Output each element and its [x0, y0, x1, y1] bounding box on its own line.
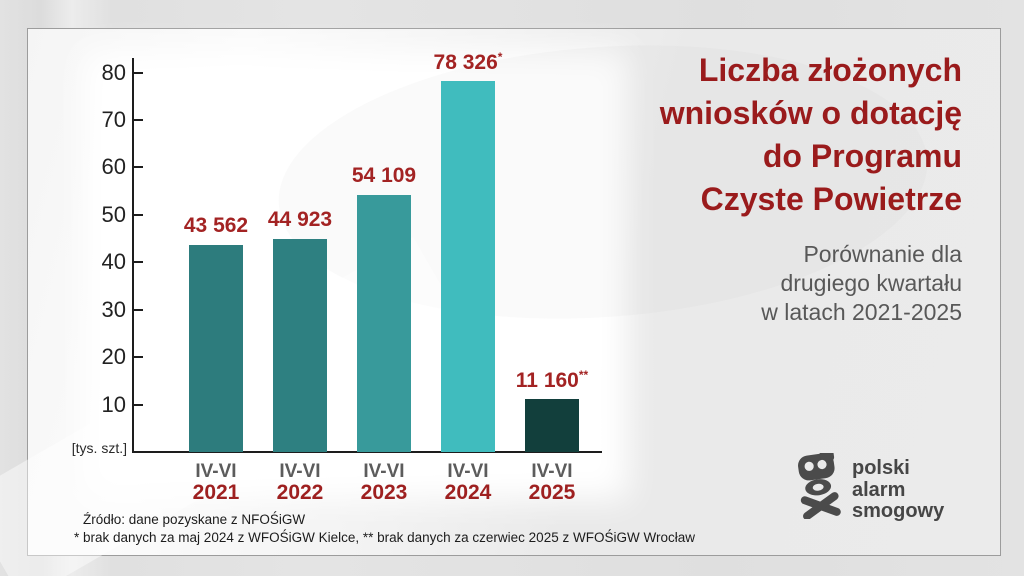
- y-tick-mark: [134, 356, 143, 359]
- x-tick-year: 2025: [528, 481, 576, 504]
- x-tick-year: 2024: [444, 481, 492, 504]
- source-line: Źródło: dane pozyskane z NFOŚiGW: [83, 512, 306, 527]
- y-tick-mark: [134, 71, 143, 74]
- bar: [273, 238, 327, 452]
- skull-gas-mask-crossbones-icon: [798, 453, 841, 519]
- bar: [441, 80, 495, 452]
- chart-subtitle: Porównanie dla drugiego kwartału w latac…: [761, 241, 962, 325]
- bar-value-label: 43 562: [146, 214, 286, 238]
- x-tick-period: IV-VI: [531, 461, 573, 482]
- y-tick-label: 70: [101, 107, 126, 133]
- y-tick-mark: [134, 308, 143, 311]
- bar-value-text: 43 562: [183, 214, 249, 238]
- x-tick-year: 2021: [192, 481, 240, 504]
- y-tick-label: 30: [101, 296, 126, 322]
- x-tick-year: 2023: [360, 481, 408, 504]
- y-tick-mark: [134, 213, 143, 216]
- bar-value-text: 78 326: [433, 50, 498, 74]
- footnote-marker: *: [497, 49, 503, 64]
- y-tick-label: 40: [101, 249, 126, 275]
- y-tick-label: 10: [101, 391, 126, 417]
- x-tick-period: IV-VI: [447, 461, 489, 482]
- bar: [525, 399, 579, 452]
- bar: [189, 245, 243, 452]
- y-tick-mark: [134, 403, 143, 406]
- y-tick-label: 50: [101, 201, 126, 227]
- source-note: Źródło: dane pozyskane z NFOŚiGW * brak …: [74, 511, 695, 546]
- y-tick-mark: [134, 261, 143, 264]
- x-tick-period: IV-VI: [195, 461, 237, 482]
- y-tick-mark: [134, 119, 143, 122]
- y-tick-label: 80: [101, 59, 126, 85]
- bar-value-label: 78 326*: [398, 50, 538, 75]
- bar-value-label: 44 923: [230, 208, 370, 232]
- bar-value-text: 11 160: [515, 369, 579, 393]
- x-tick-period: IV-VI: [279, 461, 321, 482]
- y-tick-mark: [134, 166, 143, 169]
- x-axis-line: [132, 451, 602, 453]
- bar-value-text: 54 109: [351, 164, 417, 188]
- bar-value-label: 54 109: [314, 164, 454, 188]
- x-tick-year: 2022: [276, 481, 324, 504]
- bar-value-text: 44 923: [267, 207, 333, 231]
- y-tick-label: 20: [101, 344, 126, 370]
- unit-label: [tys. szt.]: [71, 440, 127, 456]
- footnote-marker: **: [578, 368, 589, 383]
- footnote-line: * brak danych za maj 2024 z WFOŚiGW Kiel…: [74, 529, 695, 545]
- chart-title: Liczba złożonych wniosków o dotację do P…: [659, 52, 962, 217]
- y-tick-label: 60: [101, 154, 126, 180]
- x-tick-period: IV-VI: [363, 461, 405, 482]
- bar: [357, 195, 411, 452]
- logo-wordmark: polski alarm smogowy: [852, 457, 945, 522]
- bar-value-label: 11 160**: [482, 368, 622, 393]
- y-axis-line: [132, 58, 134, 453]
- card: [0, 24, 1001, 576]
